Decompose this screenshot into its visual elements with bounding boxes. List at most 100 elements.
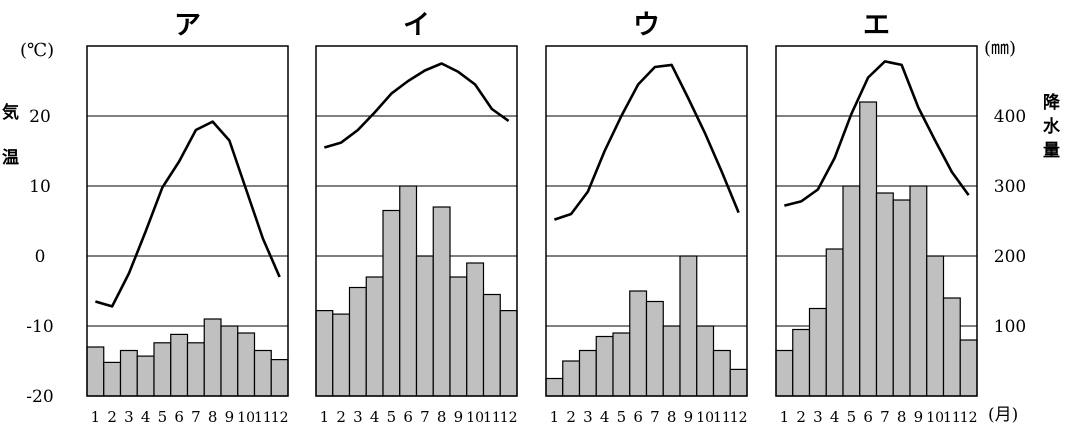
precip-bar-month-11 (482, 293, 501, 397)
month-label: 5 (158, 408, 168, 426)
month-label: 2 (566, 408, 576, 426)
precip-bar-month-7 (875, 192, 894, 397)
month-label: 9 (684, 408, 694, 426)
temperature-line (95, 120, 281, 308)
month-label: 6 (863, 408, 873, 426)
month-label: 3 (124, 408, 134, 426)
precip-bar-month-11 (253, 349, 272, 397)
precip-bar-month-2 (792, 328, 811, 397)
month-label: 1 (550, 408, 560, 426)
month-label: 5 (617, 408, 627, 426)
panel-frame (86, 45, 289, 397)
precip-bar-month-12 (729, 368, 748, 397)
month-label: 11 (254, 410, 272, 426)
precip-bar-month-12 (499, 310, 518, 397)
right-axis-title-char: 量 (1043, 140, 1060, 161)
right-tick-label: 200 (994, 247, 1026, 267)
panel-frame (775, 45, 978, 397)
precip-bar-month-9 (909, 185, 928, 397)
month-label: 8 (208, 408, 218, 426)
precip-bar-month-9 (220, 325, 239, 397)
precip-bar-month-4 (136, 355, 155, 397)
left-axis-title-char: 気 (1, 102, 19, 123)
month-label: 9 (914, 408, 924, 426)
month-label: 10 (926, 410, 944, 426)
right-tick-label: 400 (994, 107, 1026, 127)
precip-bar-month-12 (959, 339, 978, 397)
precip-bar-month-10 (926, 255, 945, 397)
month-label: 2 (336, 408, 346, 426)
panel-frame (315, 45, 518, 397)
month-label: 3 (353, 408, 363, 426)
precip-bar-month-2 (332, 313, 351, 397)
month-label: 1 (320, 408, 330, 426)
precip-bar-month-3 (578, 349, 597, 397)
temperature-line (784, 60, 970, 207)
right-tick-label: 300 (994, 177, 1026, 197)
month-label: 6 (633, 408, 643, 426)
left-axis-ticks: -20 -10 0 10 20 (26, 107, 53, 407)
left-tick-label: 20 (29, 107, 51, 127)
precip-bar-month-10 (696, 325, 715, 397)
precip-bar-month-7 (415, 255, 434, 397)
month-label: 1 (780, 408, 790, 426)
month-label: 12 (960, 410, 978, 426)
panel-title: エ (863, 10, 890, 41)
month-label: 11 (943, 410, 961, 426)
precip-bar-month-5 (842, 185, 861, 397)
temperature-line (324, 62, 510, 149)
precip-bar-month-7 (186, 342, 205, 397)
left-tick-label: -20 (26, 387, 53, 407)
x-axis-unit-label: (月) (988, 405, 1018, 425)
precip-bar-month-3 (348, 286, 367, 397)
temperature-line (553, 63, 740, 221)
precip-bar-month-4 (595, 335, 614, 397)
month-label: 10 (237, 410, 255, 426)
precip-bar-month-1 (86, 346, 105, 397)
precip-bar-month-1 (545, 377, 564, 397)
precip-bar-month-10 (466, 262, 485, 397)
precip-bar-month-2 (562, 360, 581, 397)
precip-bar-month-8 (662, 325, 681, 397)
precip-bar-month-11 (712, 349, 731, 397)
left-tick-label: -10 (26, 317, 53, 337)
precip-bar-month-6 (629, 290, 648, 397)
month-label: 8 (437, 408, 447, 426)
left-tick-label: 10 (29, 177, 51, 197)
month-label: 9 (454, 408, 464, 426)
left-tick-label: 0 (35, 247, 46, 267)
month-label: 12 (271, 410, 289, 426)
precip-bar-month-3 (119, 349, 138, 397)
month-label: 2 (796, 408, 806, 426)
precip-bar-month-9 (679, 255, 698, 397)
precip-bar-month-4 (365, 276, 384, 397)
precip-bar-month-1 (315, 310, 334, 397)
precip-bar-month-1 (775, 349, 794, 397)
month-label: 12 (730, 410, 748, 426)
month-label: 12 (500, 410, 518, 426)
month-label: 10 (696, 410, 714, 426)
month-label: 8 (897, 408, 907, 426)
month-label: 7 (880, 408, 890, 426)
month-label: 3 (813, 408, 823, 426)
left-axis-unit-label: (℃) (20, 40, 54, 61)
month-label: 7 (420, 408, 430, 426)
month-label: 7 (191, 408, 201, 426)
precip-bar-month-8 (203, 318, 222, 397)
month-label: 4 (600, 408, 610, 426)
month-label: 11 (483, 410, 501, 426)
month-label: 5 (847, 408, 857, 426)
month-label: 6 (403, 408, 413, 426)
precip-bar-month-10 (237, 332, 256, 397)
month-label: 1 (91, 408, 101, 426)
left-axis-title-char: 温 (2, 148, 19, 168)
month-label: 3 (583, 408, 593, 426)
precip-bar-month-11 (942, 297, 961, 397)
panel-title: イ (403, 10, 430, 41)
precip-bar-month-6 (859, 101, 878, 397)
right-axis-title-char: 降 (1043, 92, 1061, 113)
